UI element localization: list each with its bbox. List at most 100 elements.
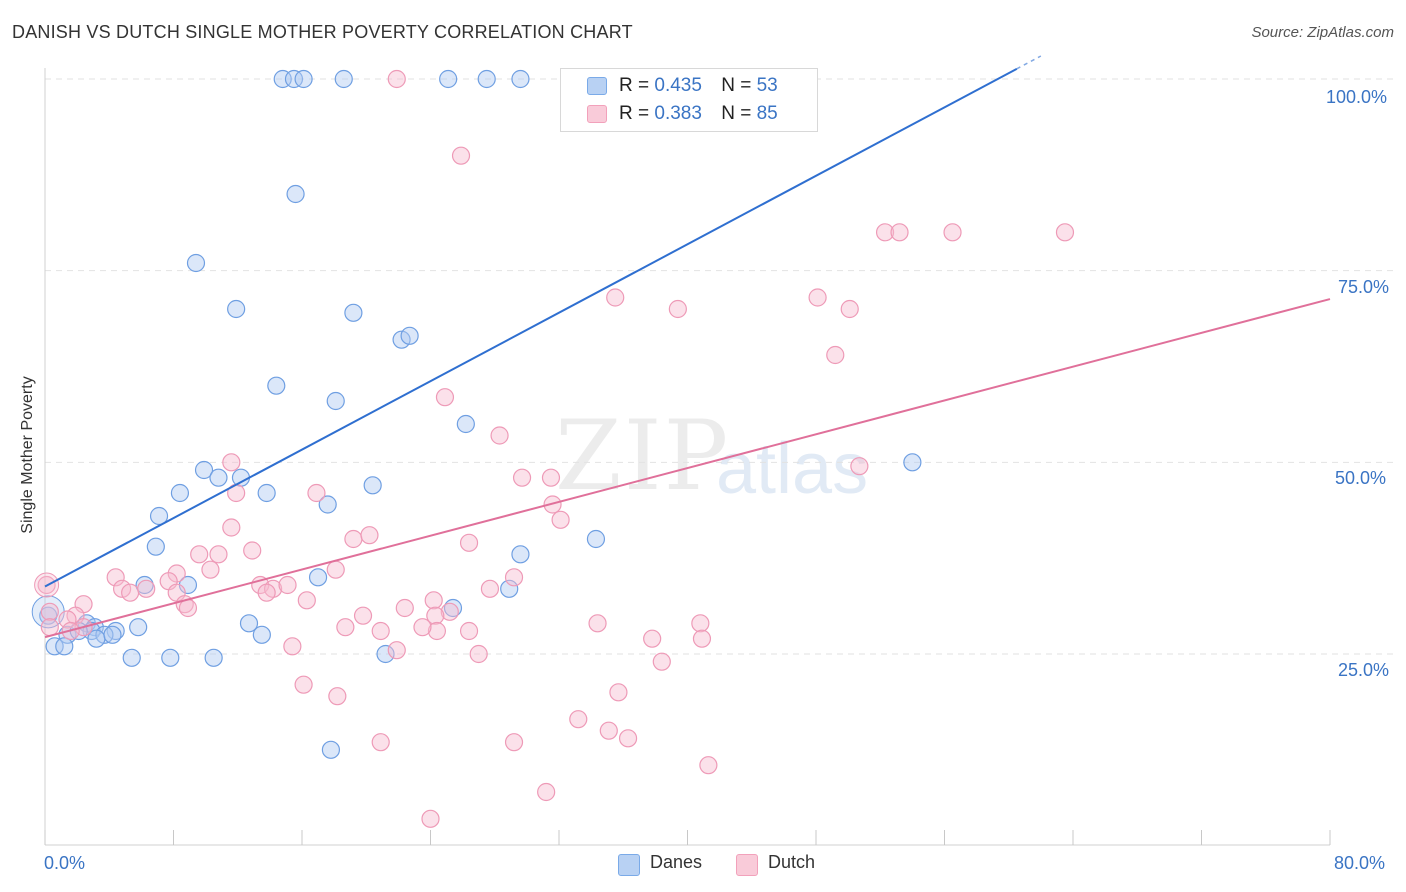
danes-point-26 xyxy=(511,545,530,564)
dutch-point-76 xyxy=(599,721,618,740)
dutch-point-16 xyxy=(512,468,532,487)
dutch-point-55 xyxy=(58,610,77,629)
dutch-point-20 xyxy=(307,483,326,503)
dutch-point-83 xyxy=(278,575,297,595)
dutch-point-33 xyxy=(504,568,524,587)
dutch-point-17 xyxy=(541,468,561,487)
danes-point-19 xyxy=(170,483,190,503)
dutch-point-49 xyxy=(297,591,316,610)
dutch-stats: R = 0.383 N = 85 xyxy=(619,103,778,125)
danes-point-12 xyxy=(400,326,419,345)
y-tick-100: 100.0% xyxy=(1326,87,1388,107)
legend-danes-label: Danes xyxy=(650,852,703,872)
dutch-point-67 xyxy=(643,629,662,648)
danes-point-15 xyxy=(456,414,475,434)
dutch-point-46 xyxy=(40,602,59,621)
danes-point-10 xyxy=(344,303,363,322)
danes-point-47 xyxy=(204,648,223,667)
legend-dutch-label: Dutch xyxy=(768,852,816,872)
dutch-point-81 xyxy=(537,782,556,802)
dutch-point-60 xyxy=(427,621,447,641)
dutch-point-5 xyxy=(890,223,909,242)
danes-point-44 xyxy=(55,637,74,656)
danes-point-16 xyxy=(194,460,214,480)
dutch-swatch xyxy=(587,105,607,123)
trend-lines xyxy=(44,55,1331,639)
dutch-point-71 xyxy=(652,652,671,671)
dutch-point-69 xyxy=(387,641,406,660)
danes-point-17 xyxy=(209,468,228,487)
danes-point-30 xyxy=(500,579,519,598)
danes-point-20 xyxy=(257,483,276,503)
axes xyxy=(44,68,1331,846)
dutch-point-28 xyxy=(190,545,209,564)
danes-point-18 xyxy=(231,468,251,487)
gridlines xyxy=(45,78,1395,655)
dutch-point-3 xyxy=(451,146,471,165)
dutch-r-label: R = xyxy=(619,103,650,124)
danes-point-6 xyxy=(511,69,530,89)
danes-point-9 xyxy=(227,299,246,319)
danes-point-14 xyxy=(326,391,345,411)
dutch-point-68 xyxy=(283,637,302,656)
stats-legend: R = 0.435 N = 53 R = 0.383 N = 85 xyxy=(560,68,818,132)
dutch-point-23 xyxy=(222,518,241,537)
danes-stats: R = 0.435 N = 53 xyxy=(619,75,778,97)
dutch-n-value: 85 xyxy=(756,103,778,124)
danes-swatch xyxy=(587,77,607,95)
dutch-trend-line xyxy=(44,298,1331,639)
dutch-point-9 xyxy=(668,299,687,319)
dutch-point-78 xyxy=(699,756,718,775)
dutch-point-72 xyxy=(294,675,313,694)
dutch-point-54 xyxy=(440,602,459,621)
dutch-point-31 xyxy=(201,560,220,579)
danes-point-37 xyxy=(129,618,148,637)
dutch-point-84 xyxy=(40,618,59,637)
y-tick-75: 75.0% xyxy=(1338,277,1390,297)
danes-trend-extension xyxy=(1016,55,1042,70)
dutch-point-0 xyxy=(387,69,406,89)
dutch-point-14 xyxy=(490,426,509,445)
dutch-point-15 xyxy=(222,453,241,472)
danes-point-23 xyxy=(149,506,169,526)
danes-point-50 xyxy=(903,453,922,472)
dutch-point-82 xyxy=(421,809,440,828)
dutch-point-10 xyxy=(808,288,827,307)
dutch-point-40 xyxy=(121,583,140,602)
danes-point-21 xyxy=(318,495,337,514)
danes-point-1 xyxy=(284,69,304,89)
danes-point-45 xyxy=(122,648,141,667)
dutch-n-label: N = xyxy=(721,103,752,124)
legend-dutch: Dutch xyxy=(736,852,816,876)
dutch-point-61 xyxy=(459,621,479,641)
danes-point-48 xyxy=(376,644,395,664)
dutch-point-13 xyxy=(435,388,455,407)
dutch-point-18 xyxy=(850,457,869,476)
dutch-point-43 xyxy=(257,583,276,602)
dutch-point-53 xyxy=(353,606,373,625)
danes-point-2 xyxy=(294,69,313,89)
watermark-atlas: atlas xyxy=(716,429,869,509)
dutch-point-51 xyxy=(480,579,500,598)
dutch-point-4 xyxy=(875,223,895,242)
legend-dutch-swatch xyxy=(736,854,758,876)
dutch-point-63 xyxy=(413,618,432,637)
dutch-point-12 xyxy=(826,345,845,365)
dutch-point-64 xyxy=(588,614,607,633)
y-tick-50: 50.0% xyxy=(1335,468,1387,488)
source-label: Source: ZipAtlas.com xyxy=(1251,24,1394,41)
dutch-point-22 xyxy=(551,510,570,529)
dutch-point-75 xyxy=(569,710,588,729)
dutch-point-41 xyxy=(137,579,156,598)
danes-n-value: 53 xyxy=(756,75,778,96)
dutch-point-25 xyxy=(360,526,379,545)
danes-point-8 xyxy=(186,253,206,273)
dutch-point-65 xyxy=(691,614,710,633)
danes-r-label: R = xyxy=(619,75,650,96)
y-tick-25: 25.0% xyxy=(1338,660,1390,680)
danes-point-5 xyxy=(477,69,496,89)
dutch-point-62 xyxy=(371,621,390,641)
x-tick-max: 80.0% xyxy=(1334,853,1386,873)
dutch-point-79 xyxy=(371,733,390,752)
dutch-point-24 xyxy=(344,529,363,549)
